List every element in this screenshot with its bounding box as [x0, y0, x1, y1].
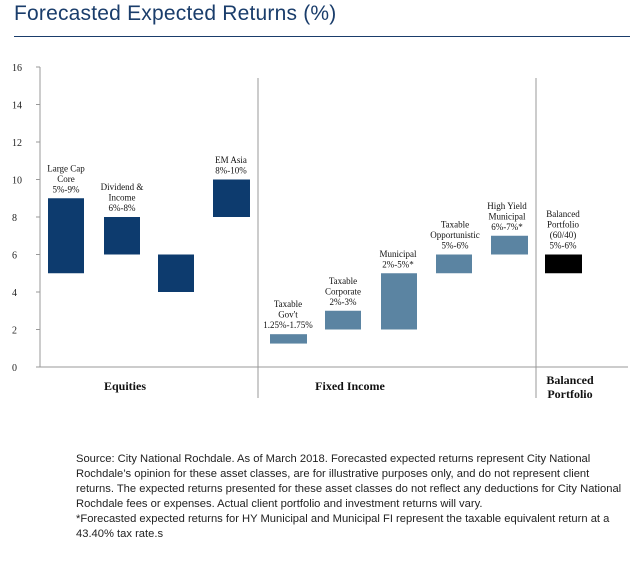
- bar-10: [545, 254, 582, 274]
- bar-2: [104, 217, 140, 255]
- bar-label-6-line-1: Taxable: [329, 276, 357, 286]
- bar-label-8-line-2: Opportunistic: [430, 230, 480, 240]
- bar-label-8-line-3: 5%-6%: [442, 241, 469, 251]
- y-tick-label-2: 2: [12, 326, 17, 337]
- page-title: Forecasted Expected Returns (%): [14, 2, 337, 25]
- bar-label-9-line-1: High Yield: [487, 201, 527, 211]
- bar-label-7-line-2: 2%-5%*: [382, 259, 414, 269]
- y-tick-label-0: 0: [12, 363, 17, 374]
- title-rule: [14, 36, 630, 37]
- bar-label-5-line-1: Taxable: [274, 299, 302, 309]
- source-note: Source: City National Rochdale. As of Ma…: [76, 453, 622, 510]
- bar-label-10-line-4: 5%-6%: [550, 241, 577, 251]
- bar-5: [270, 334, 307, 344]
- bar-label-1-line-1: Large Cap: [47, 163, 85, 173]
- group-label-3-line-2: Portfolio: [547, 387, 592, 401]
- bar-3: [158, 254, 194, 292]
- bar-7: [381, 273, 417, 330]
- bar-label-2-line-1: Dividend &: [101, 182, 144, 192]
- bar-label-10-line-2: Portfolio: [547, 220, 580, 230]
- bar-8: [436, 254, 472, 274]
- y-tick-label-16: 16: [12, 63, 22, 74]
- bar-6: [325, 310, 361, 330]
- bar-label-1-line-2: Core: [57, 174, 75, 184]
- bar-label-4-line-1: EM Asia: [215, 155, 247, 165]
- bar-label-6-line-3: 2%-3%: [330, 297, 357, 307]
- y-tick-label-4: 4: [12, 288, 17, 299]
- bar-label-10-line-1: Balanced: [546, 209, 580, 219]
- bar-9: [491, 235, 528, 255]
- bar-label-2-line-3: 6%-8%: [109, 203, 136, 213]
- bar-label-9-line-3: 6%-7%*: [491, 222, 523, 232]
- bar-label-8-line-1: Taxable: [441, 220, 469, 230]
- y-tick-label-12: 12: [12, 138, 22, 149]
- group-label-3-line-1: Balanced: [546, 373, 594, 387]
- bar-1: [48, 198, 84, 274]
- y-tick-label-10: 10: [12, 176, 22, 187]
- bar-label-4-line-2: 8%-10%: [215, 166, 247, 176]
- bar-label-5-line-3: 1.25%-1.75%: [263, 320, 313, 330]
- y-tick-label-8: 8: [12, 213, 17, 224]
- tax-note: *Forecasted expected returns for HY Muni…: [76, 513, 610, 540]
- footnote: Source: City National Rochdale. As of Ma…: [76, 452, 626, 542]
- bar-label-7-line-1: Municipal: [380, 249, 417, 259]
- group-label-1-line-1: Equities: [104, 379, 146, 393]
- bar-label-9-line-2: Municipal: [489, 211, 526, 221]
- bar-label-1-line-3: 5%-9%: [53, 184, 80, 194]
- y-tick-label-14: 14: [12, 101, 22, 112]
- bar-label-5-line-2: Gov't: [278, 310, 298, 320]
- bar-label-10-line-3: (60/40): [550, 230, 577, 240]
- bar-4: [213, 179, 250, 217]
- bar-label-2-line-2: Income: [109, 193, 136, 203]
- bar-label-6-line-2: Corporate: [325, 286, 361, 296]
- group-label-2-line-1: Fixed Income: [315, 379, 385, 393]
- y-tick-label-6: 6: [12, 251, 17, 262]
